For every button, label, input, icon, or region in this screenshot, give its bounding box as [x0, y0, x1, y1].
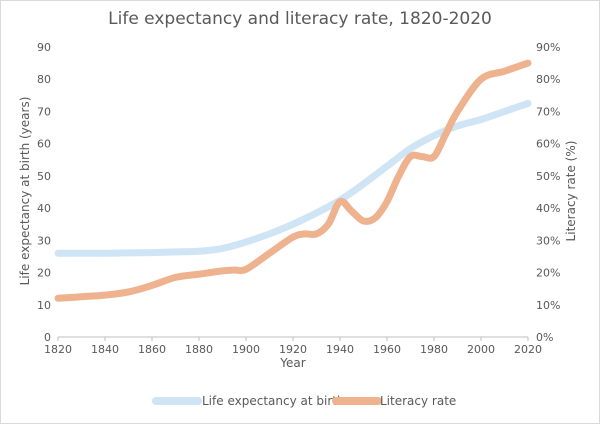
left-axis-ticks: 0 10 20 30 40 50 60 70 80 90: [37, 41, 51, 344]
right-tick-label: 90%: [536, 41, 560, 54]
chart-title: Life expectancy and literacy rate, 1820-…: [108, 9, 492, 29]
right-tick-label: 30%: [536, 234, 560, 247]
right-tick-label: 50%: [536, 170, 560, 183]
x-axis-ticks: 1820 1840 1860 1880 1900 1920 1940 1960 1980 2000…: [44, 337, 542, 356]
x-tick-label: 1880: [185, 343, 213, 356]
left-tick-label: 90: [37, 41, 51, 54]
x-tick-label: 1940: [326, 343, 354, 356]
left-tick-label: 10: [37, 299, 51, 312]
right-tick-label: 10%: [536, 299, 560, 312]
x-axis-label: Year: [279, 356, 305, 370]
left-tick-label: 30: [37, 234, 51, 247]
right-tick-label: 80%: [536, 73, 560, 86]
legend-label-life-expectancy: Life expectancy at birth: [202, 394, 345, 408]
right-axis-label: Literacy rate (%): [564, 141, 578, 242]
right-axis-ticks: 0% 10% 20% 30% 40% 50% 60% 70% 80% 90%: [536, 41, 560, 344]
left-tick-label: 40: [37, 202, 51, 215]
right-tick-label: 0%: [536, 331, 553, 344]
x-tick-label: 2000: [467, 343, 495, 356]
series-layer: [54, 59, 532, 302]
right-tick-label: 20%: [536, 267, 560, 280]
x-tick-label: 1840: [91, 343, 119, 356]
left-tick-label: 70: [37, 105, 51, 118]
legend: Life expectancy at birth Literacy rate: [152, 394, 456, 408]
left-tick-label: 20: [37, 267, 51, 280]
x-tick-label: 1860: [138, 343, 166, 356]
legend-label-literacy-rate: Literacy rate: [380, 394, 456, 408]
left-tick-label: 80: [37, 73, 51, 86]
series-line-literacy-rate: [54, 59, 532, 302]
left-tick-label: 0: [44, 331, 51, 344]
right-tick-label: 40%: [536, 202, 560, 215]
left-tick-label: 50: [37, 170, 51, 183]
x-tick-label: 1920: [279, 343, 307, 356]
left-tick-label: 60: [37, 138, 51, 151]
x-tick-label: 1900: [232, 343, 260, 356]
x-tick-label: 2020: [514, 343, 542, 356]
x-tick-label: 1820: [44, 343, 72, 356]
left-axis-label: Life expectancy at birth (years): [18, 97, 32, 286]
x-tick-label: 1960: [373, 343, 401, 356]
right-tick-label: 60%: [536, 138, 560, 151]
right-tick-label: 70%: [536, 105, 560, 118]
x-tick-label: 1980: [420, 343, 448, 356]
series-line-life-expectancy-at-birth: [54, 99, 532, 257]
